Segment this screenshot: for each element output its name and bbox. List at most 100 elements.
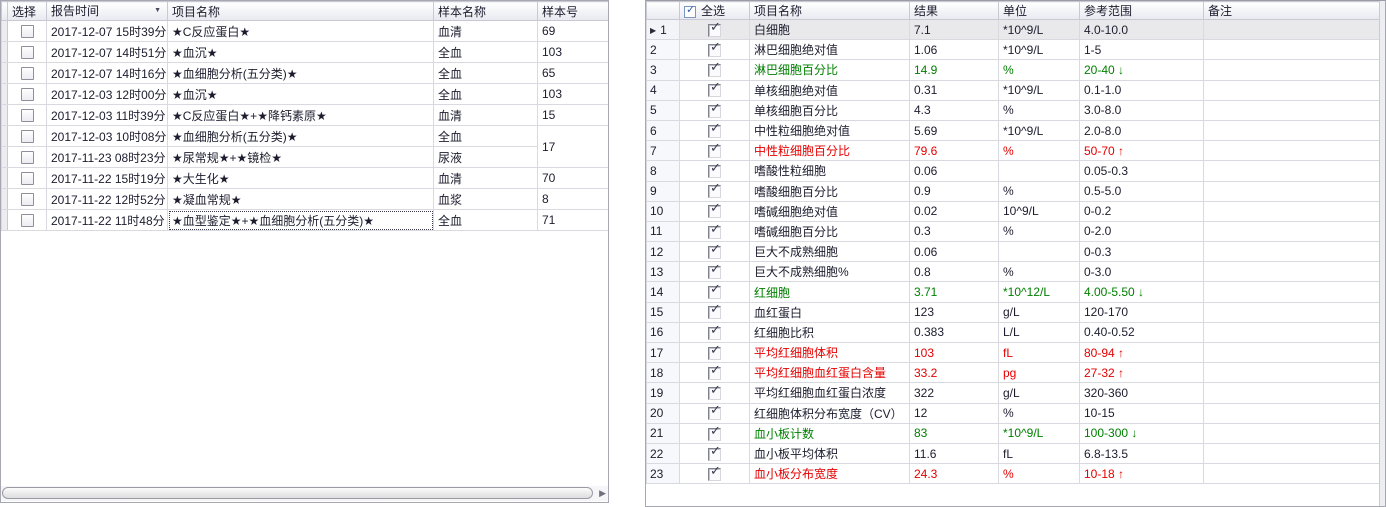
result-row[interactable]: 23 ✓ 血小板分布宽度 24.3 % 10-18 ↑: [646, 463, 1382, 485]
col-range[interactable]: 参考范围: [1079, 1, 1204, 20]
horizontal-scrollbar[interactable]: ▶: [1, 486, 608, 501]
select-cell[interactable]: [7, 188, 47, 210]
result-row[interactable]: 17 ✓ 平均红细胞体积 103 fL 80-94 ↑: [646, 341, 1382, 364]
result-row[interactable]: 3 ✓ 淋巴细胞百分比 14.9 % 20-40 ↓: [646, 59, 1382, 81]
row-checkbox-checked[interactable]: ✓: [708, 263, 721, 279]
row-checkbox-checked[interactable]: ✓: [708, 41, 721, 57]
select-cell[interactable]: ✓: [679, 442, 750, 465]
row-checkbox-checked[interactable]: ✓: [708, 21, 721, 37]
row-checkbox[interactable]: [20, 214, 34, 228]
select-cell[interactable]: ✓: [679, 18, 750, 41]
report-row[interactable]: 2017-11-22 11时48分 ★血型鉴定★+★血细胞分析(五分类)★ 全血…: [1, 209, 608, 231]
select-cell[interactable]: [7, 146, 47, 168]
row-checkbox-checked[interactable]: ✓: [708, 222, 721, 239]
select-cell[interactable]: ✓: [679, 119, 750, 142]
select-cell[interactable]: ✓: [679, 321, 750, 344]
select-cell[interactable]: ✓: [679, 39, 750, 61]
report-row[interactable]: 2017-12-07 14时16分 ★血细胞分析(五分类)★ 全血 65: [1, 62, 608, 84]
row-checkbox-checked[interactable]: ✓: [708, 202, 721, 219]
result-row[interactable]: 12 ✓ 巨大不成熟细胞 0.06 0-0.3: [646, 241, 1382, 263]
select-cell[interactable]: ✓: [679, 140, 750, 162]
row-checkbox[interactable]: [20, 172, 34, 186]
col-result[interactable]: 结果: [909, 1, 999, 20]
result-row[interactable]: 2 ✓ 淋巴细胞绝对值 1.06 *10^9/L 1-5: [646, 39, 1382, 61]
select-cell[interactable]: ✓: [679, 463, 750, 485]
result-row[interactable]: 4 ✓ 单核细胞绝对值 0.31 *10^9/L 0.1-1.0: [646, 79, 1382, 101]
result-row[interactable]: 22 ✓ 血小板平均体积 11.6 fL 6.8-13.5: [646, 442, 1382, 465]
report-row[interactable]: 2017-12-03 11时39分 ★C反应蛋白★+★降钙素原★ 血清 15: [1, 104, 608, 126]
row-checkbox-checked[interactable]: ✓: [708, 162, 721, 179]
select-cell[interactable]: ✓: [679, 99, 750, 121]
row-checkbox-checked[interactable]: ✓: [708, 344, 721, 360]
select-cell[interactable]: [7, 41, 47, 63]
row-checkbox-checked[interactable]: ✓: [708, 61, 721, 78]
scroll-right-arrow-icon[interactable]: ▶: [599, 488, 606, 498]
select-cell[interactable]: ✓: [679, 180, 750, 202]
select-cell[interactable]: ✓: [679, 382, 750, 404]
select-cell[interactable]: [7, 125, 47, 147]
row-checkbox[interactable]: [20, 67, 34, 81]
select-cell[interactable]: [7, 209, 47, 231]
report-row[interactable]: 2017-12-03 12时00分 ★血沉★ 全血 103: [1, 83, 608, 105]
report-row[interactable]: 2017-11-22 12时52分 ★凝血常规★ 血浆 8: [1, 188, 608, 210]
col-select-all[interactable]: ✓ 全选: [679, 1, 750, 20]
report-row[interactable]: 2017-11-23 08时23分 ★尿常规★+★镜检★ 尿液: [1, 146, 609, 168]
row-checkbox-checked[interactable]: ✓: [708, 465, 721, 481]
row-checkbox[interactable]: [20, 151, 34, 165]
row-checkbox-checked[interactable]: ✓: [708, 424, 721, 441]
row-checkbox-checked[interactable]: ✓: [708, 182, 721, 199]
result-row[interactable]: 6 ✓ 中性粒细胞绝对值 5.69 *10^9/L 2.0-8.0: [646, 119, 1382, 142]
row-checkbox-checked[interactable]: ✓: [708, 142, 721, 158]
row-checkbox-checked[interactable]: ✓: [708, 404, 721, 421]
report-row[interactable]: 2017-12-03 10时08分 ★血细胞分析(五分类)★ 全血 17: [1, 125, 608, 168]
result-row[interactable]: 9 ✓ 嗜酸细胞百分比 0.9 % 0.5-5.0: [646, 180, 1382, 202]
select-cell[interactable]: ✓: [679, 200, 750, 222]
col-sample-name[interactable]: 样本名称: [433, 1, 538, 21]
col-item-name[interactable]: 项目名称: [749, 1, 910, 20]
row-checkbox-checked[interactable]: ✓: [708, 303, 721, 320]
row-checkbox-checked[interactable]: ✓: [708, 101, 721, 118]
result-row[interactable]: 16 ✓ 红细胞比积 0.383 L/L 0.40-0.52: [646, 321, 1382, 344]
select-cell[interactable]: [7, 167, 47, 189]
result-row[interactable]: 19 ✓ 平均红细胞血红蛋白浓度 322 g/L 320-360: [646, 382, 1382, 404]
row-checkbox[interactable]: [20, 109, 34, 123]
report-row[interactable]: 2017-12-07 15时39分 ★C反应蛋白★ 血清 69: [1, 20, 608, 42]
select-cell[interactable]: [7, 104, 47, 126]
select-cell[interactable]: ✓: [679, 220, 750, 243]
select-cell[interactable]: ✓: [679, 281, 750, 303]
col-item-name[interactable]: 项目名称: [167, 1, 434, 21]
col-select[interactable]: 选择: [7, 1, 47, 21]
result-row[interactable]: 18 ✓ 平均红细胞血红蛋白含量 33.2 pg 27-32 ↑: [646, 362, 1382, 384]
result-row[interactable]: 20 ✓ 红细胞体积分布宽度（CV） 12 % 10-15: [646, 402, 1382, 424]
select-cell[interactable]: ✓: [679, 402, 750, 424]
report-row[interactable]: 2017-12-07 14时51分 ★血沉★ 全血 103: [1, 41, 608, 63]
scrollbar-thumb[interactable]: [2, 487, 593, 499]
result-row[interactable]: 11 ✓ 嗜碱细胞百分比 0.3 % 0-2.0: [646, 220, 1382, 243]
select-cell[interactable]: ✓: [679, 422, 750, 444]
select-cell[interactable]: ✓: [679, 261, 750, 283]
select-all-checkbox[interactable]: ✓: [684, 4, 696, 18]
result-row[interactable]: 15 ✓ 血红蛋白 123 g/L 120-170: [646, 301, 1382, 323]
select-cell[interactable]: [7, 83, 47, 105]
select-cell[interactable]: ✓: [679, 79, 750, 101]
row-checkbox-checked[interactable]: ✓: [708, 323, 721, 340]
row-checkbox-checked[interactable]: ✓: [708, 364, 721, 380]
result-row[interactable]: 10 ✓ 嗜碱细胞绝对值 0.02 10^9/L 0-0.2: [646, 200, 1382, 222]
row-checkbox[interactable]: [20, 193, 34, 207]
row-checkbox[interactable]: [20, 130, 34, 144]
row-checkbox-checked[interactable]: ✓: [708, 243, 721, 259]
row-checkbox-checked[interactable]: ✓: [708, 444, 721, 461]
vertical-scrollbar[interactable]: [1379, 1, 1385, 506]
select-cell[interactable]: [7, 62, 47, 84]
row-checkbox[interactable]: [20, 46, 34, 60]
select-cell[interactable]: ✓: [679, 160, 750, 182]
select-cell[interactable]: ✓: [679, 362, 750, 384]
col-report-time[interactable]: 报告时间 ▼: [46, 1, 168, 21]
result-row[interactable]: 13 ✓ 巨大不成熟细胞% 0.8 % 0-3.0: [646, 261, 1382, 283]
row-checkbox-checked[interactable]: ✓: [708, 81, 721, 98]
result-row[interactable]: 5 ✓ 单核细胞百分比 4.3 % 3.0-8.0: [646, 99, 1382, 121]
result-row[interactable]: 8 ✓ 嗜酸性粒细胞 0.06 0.05-0.3: [646, 160, 1382, 182]
result-row[interactable]: ▶ 1 ✓ 白细胞 7.1 *10^9/L 4.0-10.0: [646, 18, 1382, 41]
row-checkbox[interactable]: [20, 88, 34, 102]
row-checkbox-checked[interactable]: ✓: [708, 121, 721, 138]
